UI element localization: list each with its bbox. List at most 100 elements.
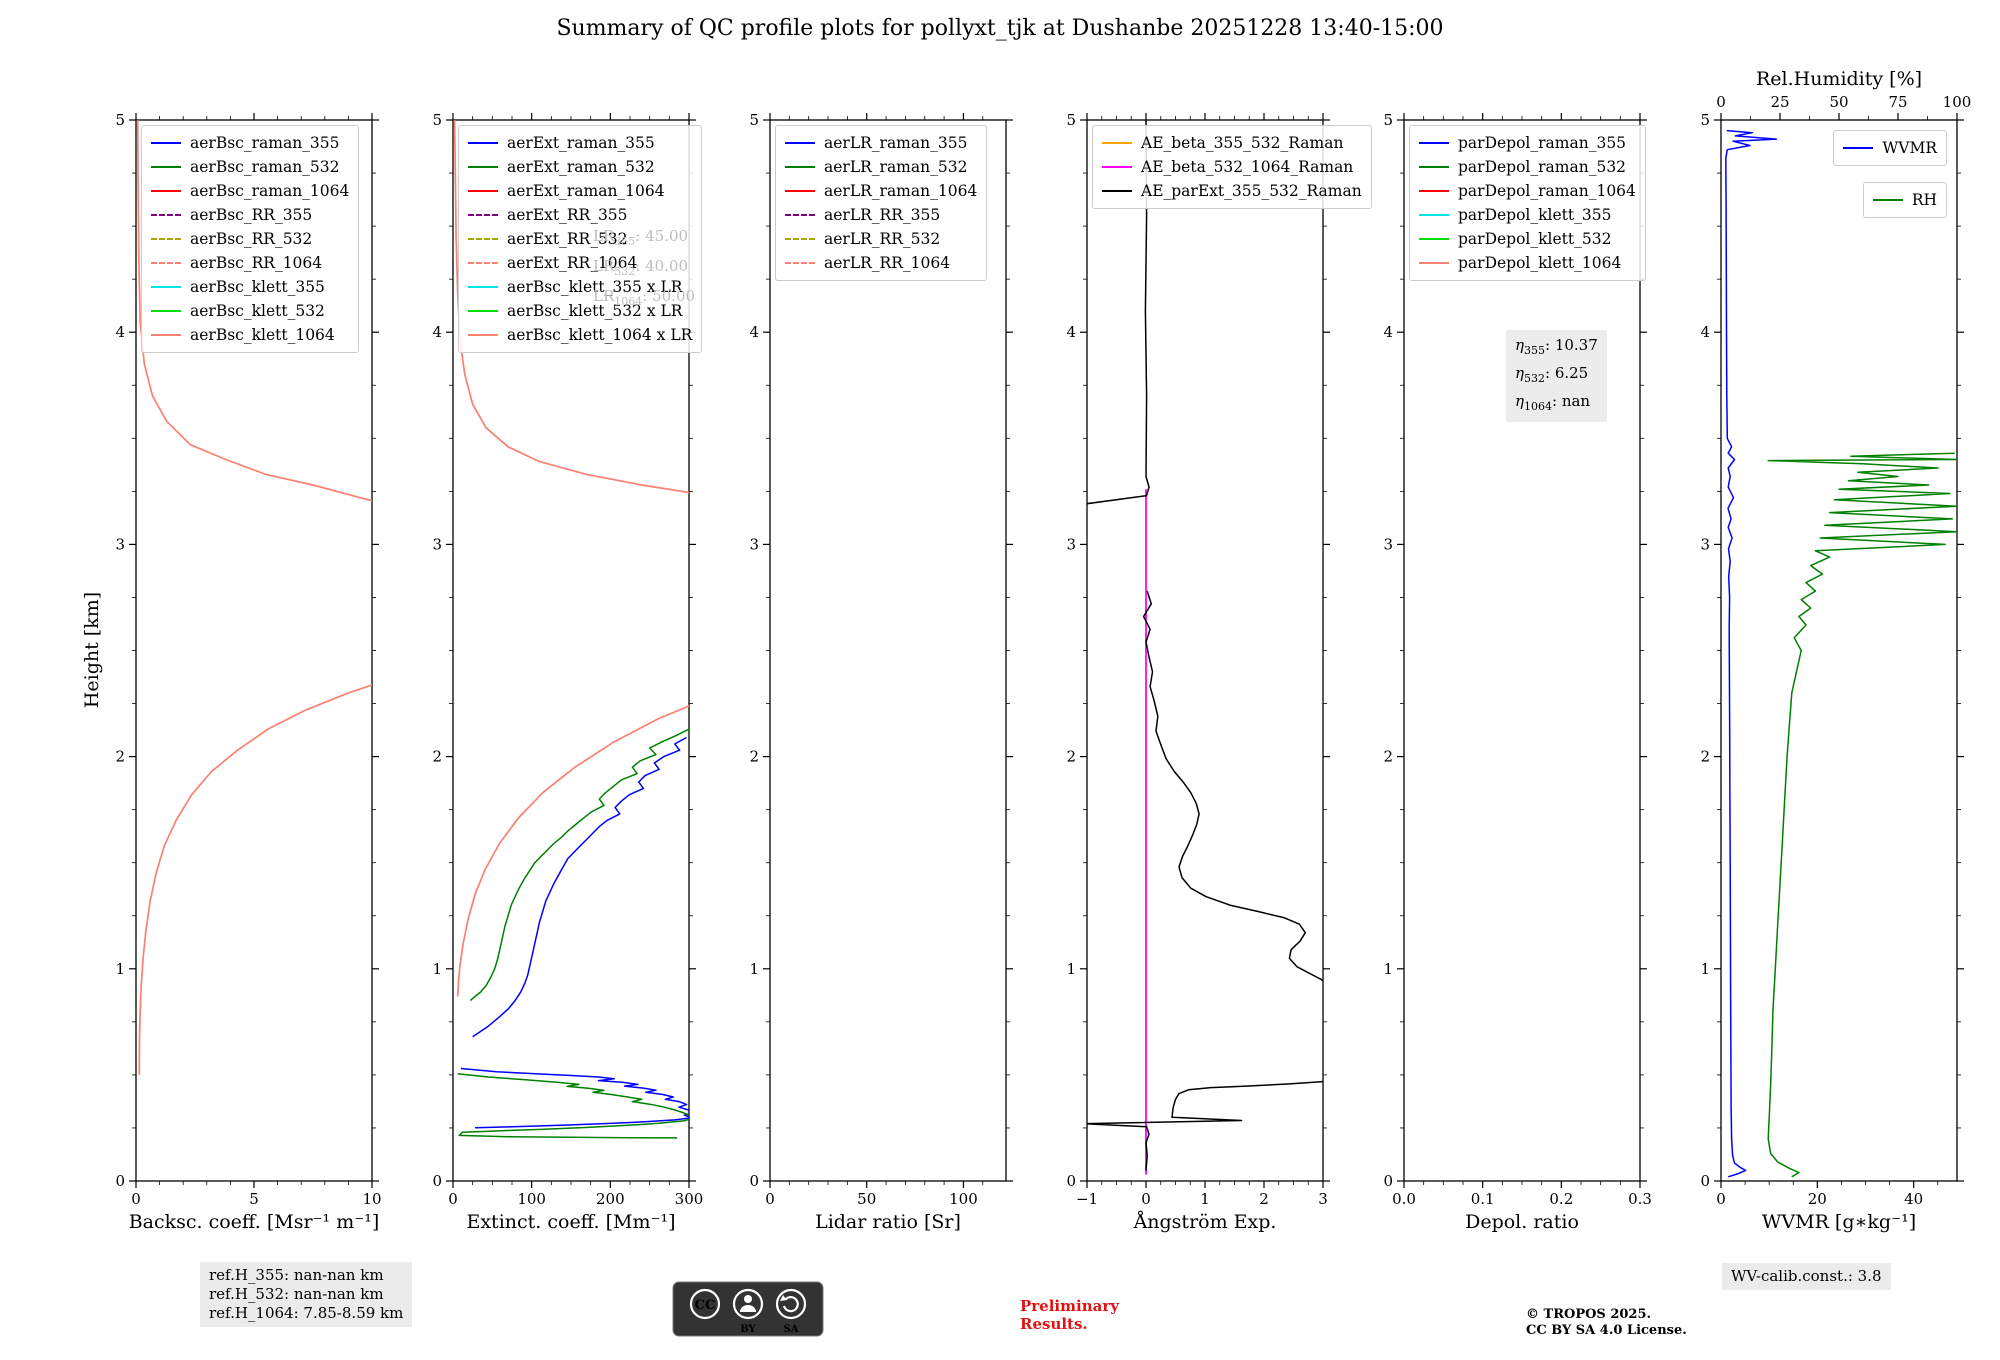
legend-line-aerLR_raman_1064 — [785, 190, 815, 192]
annotation-line: LR355: 45.00 — [593, 227, 689, 248]
legend-label: parDepol_raman_532 — [1458, 158, 1627, 176]
legend-item: parDepol_raman_355 — [1419, 131, 1636, 155]
axis-label-angstrom: Ångström Exp. — [1133, 1211, 1277, 1233]
legend-item: parDepol_klett_355 — [1419, 203, 1636, 227]
panel-frame-wvmr — [1720, 119, 1958, 1182]
axis-label-backscatter: Backsc. coeff. [Msr⁻¹ m⁻¹] — [129, 1211, 380, 1233]
tick-label: 100 — [517, 1190, 546, 1208]
tick-label: 4 — [1383, 323, 1393, 341]
legend-label: AE_beta_355_532_Raman — [1141, 134, 1344, 152]
tick-label: 1 — [749, 960, 759, 978]
legend-backscatter: aerBsc_raman_355 aerBsc_raman_532 aerBsc_r… — [141, 125, 360, 353]
tick-label: 0 — [1141, 1190, 1151, 1208]
legend-line-aerLR_RR_355 — [785, 214, 815, 216]
cc-by-sa-badge: CC BY SA — [672, 1281, 824, 1337]
legend-line-AE_beta_355_532_Raman — [1102, 142, 1132, 144]
legend-label: aerBsc_klett_355 — [190, 278, 325, 296]
tick-label: 4 — [432, 323, 442, 341]
legend-item: aerLR_raman_532 — [785, 155, 977, 179]
legend-line-aerBsc_RR_1064 — [151, 262, 181, 264]
legend-line-aerLR_RR_1064 — [785, 262, 815, 264]
legend-item: aerBsc_raman_532 — [151, 155, 349, 179]
tick-label: 5 — [115, 111, 125, 129]
axis-label-extinction: Extinct. coeff. [Mm⁻¹] — [466, 1211, 675, 1233]
legend-item: aerBsc_klett_1064 x LR — [468, 323, 692, 347]
legend-label: WVMR — [1882, 139, 1937, 157]
legend-line-aerExt_RR_355 — [468, 214, 498, 216]
tick-label: 0 — [1383, 1172, 1393, 1190]
tick-label: 3 — [115, 535, 125, 553]
legend-item: WVMR — [1843, 136, 1937, 160]
tick-label: 3 — [749, 535, 759, 553]
tick-label: 0.0 — [1392, 1190, 1416, 1208]
legend-line-aerBsc_klett_355 x LR — [468, 286, 498, 288]
sa-arrow — [782, 1296, 799, 1313]
legend-item: AE_beta_532_1064_Raman — [1102, 155, 1362, 179]
series-AE_parExt_355_532_Raman_lower — [1087, 1080, 1323, 1171]
legend-line-aerLR_RR_532 — [785, 238, 815, 240]
legend-line-aerExt_raman_532 — [468, 166, 498, 168]
legend-label: aerExt_RR_355 — [507, 206, 628, 224]
legend-item: aerBsc_RR_1064 — [151, 251, 349, 275]
legend-item: parDepol_raman_532 — [1419, 155, 1636, 179]
legend-label: aerBsc_RR_532 — [190, 230, 313, 248]
legend-label: aerBsc_RR_355 — [190, 206, 313, 224]
sa-arrowhead — [780, 1295, 787, 1301]
tick-label: 5 — [432, 111, 442, 129]
legend-label: aerBsc_klett_1064 x LR — [507, 326, 693, 344]
tick-label: 4 — [1066, 323, 1076, 341]
tick-label: 0.3 — [1628, 1190, 1652, 1208]
tick-label: 50 — [1829, 93, 1848, 111]
tick-label: 3 — [1318, 1190, 1328, 1208]
tick-label: 0.2 — [1549, 1190, 1573, 1208]
preliminary-line-1: Preliminary — [1020, 1297, 1119, 1315]
legend-line-aerBsc_RR_355 — [151, 214, 181, 216]
copyright-note: © TROPOS 2025. CC BY SA 4.0 License. — [1526, 1307, 1687, 1339]
tick-label: 0 — [765, 1190, 775, 1208]
legend-line-aerBsc_klett_355 — [151, 286, 181, 288]
legend-line-aerBsc_RR_532 — [151, 238, 181, 240]
legend-wvmr-1: RH — [1862, 182, 1947, 218]
annotation-line: LR1064: 50.00 — [593, 287, 696, 308]
legend-line-aerBsc_raman_1064 — [151, 190, 181, 192]
tick-label: 1 — [432, 960, 442, 978]
series-aerExt_raman_355_lower — [460, 1067, 689, 1129]
legend-line-aerLR_raman_355 — [785, 142, 815, 144]
tick-label: 5 — [1383, 111, 1393, 129]
tick-label: 10 — [362, 1190, 381, 1208]
annotation-line: η1064: nan — [1515, 392, 1591, 413]
legend-line-aerBsc_klett_1064 — [151, 334, 181, 336]
tick-label: 300 — [675, 1190, 704, 1208]
axis-label-lidar-ratio: Lidar ratio [Sr] — [815, 1211, 961, 1233]
cc-logo-text: CC — [695, 1298, 716, 1313]
legend-label: parDepol_klett_355 — [1458, 206, 1612, 224]
legend-line-aerBsc_klett_532 — [151, 310, 181, 312]
legend-label: aerBsc_klett_532 — [190, 302, 325, 320]
legend-line-parDepol_klett_532 — [1419, 238, 1449, 240]
legend-label: aerLR_raman_355 — [824, 134, 968, 152]
legend-item: aerExt_RR_1064 — [468, 251, 692, 275]
legend-label: aerExt_raman_1064 — [507, 182, 665, 200]
by-person-icon — [732, 1288, 764, 1320]
legend-label: aerLR_raman_1064 — [824, 182, 978, 200]
legend-label: aerLR_RR_1064 — [824, 254, 951, 272]
legend-item: aerBsc_RR_355 — [151, 203, 349, 227]
series-RH — [1767, 452, 1957, 1178]
cc-icon — [689, 1288, 721, 1320]
legend-item: aerBsc_klett_532 x LR — [468, 299, 692, 323]
annotation-line: η355: 10.37 — [1515, 336, 1598, 357]
legend-line-aerBsc_raman_532 — [151, 166, 181, 168]
legend-line-aerExt_raman_355 — [468, 142, 498, 144]
legend-label: AE_beta_532_1064_Raman — [1141, 158, 1354, 176]
tick-label: 1 — [1066, 960, 1076, 978]
legend-label: AE_parExt_355_532_Raman — [1141, 182, 1362, 200]
legend-item: aerLR_raman_1064 — [785, 179, 977, 203]
legend-line-aerExt_RR_532 — [468, 238, 498, 240]
legend-depol: parDepol_raman_355 parDepol_raman_532 parD… — [1409, 125, 1646, 281]
legend-line-AE_parExt_355_532_Raman — [1102, 190, 1132, 192]
panel-frame-angstrom — [1086, 119, 1324, 1182]
legend-label: aerBsc_klett_532 x LR — [507, 302, 683, 320]
tick-label: 4 — [115, 323, 125, 341]
